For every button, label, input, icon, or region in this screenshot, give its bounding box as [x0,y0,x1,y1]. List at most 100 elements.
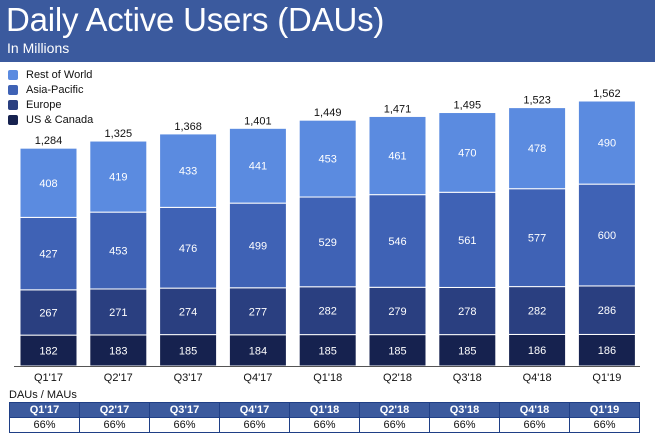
legend-label: US & Canada [26,113,94,126]
ratio-quarter-header: Q1'19 [569,402,640,418]
ratio-value-cell: 66% [79,417,150,433]
data-label: 561 [458,235,476,247]
x-tick-label: Q2'18 [383,372,412,384]
ratio-quarter-header: Q2'17 [79,402,150,418]
bar-segment [228,127,287,204]
data-label: 600 [598,230,616,242]
ratio-value-row: 66% 66% 66% 66% 66% 66% 66% 66% 66% [9,417,640,433]
data-label: 453 [319,154,337,166]
bar-segment [368,286,427,336]
ratio-header-row: Q1'17 Q2'17 Q3'17 Q4'17 Q1'18 Q2'18 Q3'18 Q4'18… [9,402,640,418]
data-label: 529 [319,237,337,249]
data-label: 278 [458,306,476,318]
data-label: 461 [388,151,406,163]
ratio-quarter-header: Q4'17 [219,402,290,418]
total-label: 1,523 [523,95,551,107]
data-label: 183 [109,345,127,357]
x-tick-label: Q2'17 [104,372,133,384]
data-label: 478 [528,143,546,155]
x-tick-label: Q3'17 [174,372,203,384]
ratio-value-cell: 66% [569,417,640,433]
data-label: 286 [598,305,616,317]
ratio-value-cell: 66% [149,417,220,433]
data-label: 185 [458,345,476,357]
bar-segment [228,202,287,289]
total-label: 1,495 [454,100,482,112]
data-label: 476 [179,243,197,255]
ratio-quarter-header: Q3'18 [429,402,500,418]
bar-segment [159,334,218,367]
page-title: Daily Active Users (DAUs) [6,1,385,38]
ratio-table-label: DAUs / MAUs [9,389,77,401]
bar-segment [368,334,427,367]
legend-swatch [8,99,18,110]
bar-segment [159,133,218,208]
ratio-value-cell: 66% [359,417,430,433]
data-label: 427 [39,249,57,261]
data-label: 186 [528,345,546,357]
bar-segment [298,119,357,198]
x-tick-label: Q3'18 [453,372,482,384]
bar-segment [438,191,497,288]
legend-label: Rest of World [26,68,93,81]
total-label: 1,368 [174,121,202,133]
data-label: 577 [528,233,546,245]
data-label: 267 [39,307,57,319]
data-label: 453 [109,246,127,258]
data-label: 182 [39,346,57,358]
legend-item: Rest of World [8,67,93,82]
bar-segment [298,286,357,336]
data-label: 546 [388,236,406,248]
total-label: 1,401 [244,115,272,127]
ratio-value-cell: 66% [499,417,570,433]
data-label: 185 [179,345,197,357]
bar-segment [298,196,357,288]
bar-segment [438,112,497,193]
bar-segment [159,287,218,336]
bar-segment [89,334,148,367]
data-label: 419 [109,172,127,184]
ratio-value-cell: 66% [289,417,360,433]
bar-segment [19,216,78,291]
x-tick-label: Q4'18 [523,372,552,384]
ratio-value-cell: 66% [219,417,290,433]
total-label: 1,471 [384,103,412,115]
bar-segment [228,334,287,367]
legend-item: Asia-Pacific [8,82,93,97]
stacked-bar-chart: 182 267 427 408 1,284 Q1'17 183 271 453 419 1,325 Q… [14,88,640,384]
bar-segment [19,289,78,336]
legend-label: Asia-Pacific [26,83,84,96]
legend-swatch [8,114,18,125]
bar-segment [368,115,427,196]
total-label: 1,562 [593,88,621,100]
x-tick-label: Q1'18 [313,372,342,384]
bar-segment [228,287,287,336]
legend-swatch [8,69,18,80]
ratio-quarter-header: Q4'18 [499,402,570,418]
total-label: 1,284 [35,135,63,147]
legend-item: Europe [8,97,93,112]
bar-segment [89,211,148,290]
bar-segment [19,334,78,367]
data-label: 274 [179,306,197,318]
legend-item: US & Canada [8,112,93,127]
ratio-value-cell: 66% [9,417,80,433]
data-label: 408 [39,178,57,190]
bar-segment [577,100,636,185]
x-tick-label: Q1'19 [592,372,621,384]
bar-segment [577,285,636,335]
data-label: 277 [249,306,267,318]
x-tick-label: Q1'17 [34,372,63,384]
data-label: 184 [249,345,267,357]
data-label: 490 [598,138,616,150]
x-tick-label: Q4'17 [243,372,272,384]
page-subtitle: In Millions [7,40,70,56]
data-label: 441 [249,161,267,173]
data-label: 185 [319,345,337,357]
bar-segment [159,206,218,289]
dau-mau-ratio-table: Q1'17 Q2'17 Q3'17 Q4'17 Q1'18 Q2'18 Q3'18 Q4'18… [9,402,640,433]
total-label: 1,325 [105,128,133,140]
data-label: 470 [458,147,476,159]
bar-segment [438,286,497,336]
bar-segment [577,183,636,287]
